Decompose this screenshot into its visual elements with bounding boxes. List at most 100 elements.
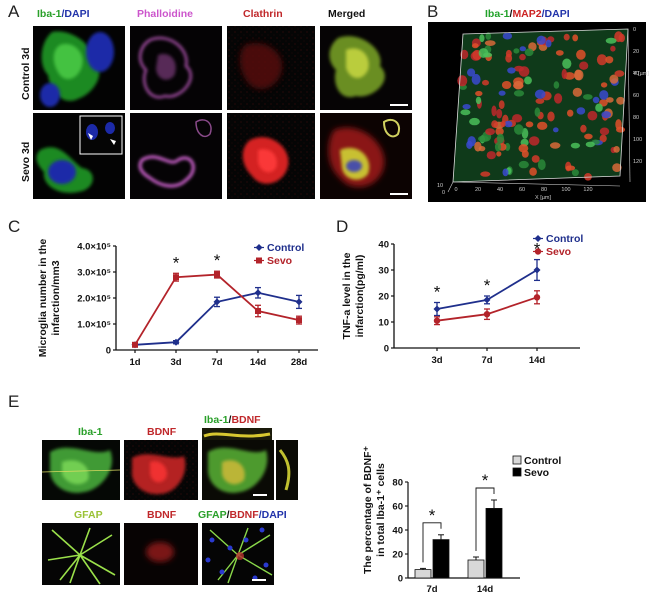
legend-label: Control bbox=[267, 242, 304, 254]
b-x-tick-80: 80 bbox=[541, 187, 547, 193]
b-y-tick-100: 100 bbox=[633, 137, 642, 143]
b-y-tick-0: 0 bbox=[633, 27, 636, 33]
cell-127 bbox=[480, 171, 491, 177]
cell-47 bbox=[475, 90, 483, 97]
e-m2-slash: / bbox=[227, 509, 230, 521]
cell-110 bbox=[469, 117, 480, 126]
b-y-tick-120: 120 bbox=[633, 159, 642, 165]
point-sevo bbox=[483, 311, 491, 318]
cell-139 bbox=[525, 121, 534, 128]
e-m1-iba1: Iba-1 bbox=[204, 414, 229, 426]
series-line-sevo bbox=[134, 273, 300, 346]
cell-81 bbox=[502, 32, 513, 40]
cell-45 bbox=[498, 90, 506, 96]
image-a-control-clathrin bbox=[227, 26, 315, 110]
point-sevo bbox=[433, 317, 441, 324]
cell-140 bbox=[534, 89, 546, 99]
cell-72 bbox=[467, 68, 476, 77]
b-y-tick-60: 60 bbox=[633, 93, 639, 99]
cell-14 bbox=[576, 49, 586, 60]
cell-66 bbox=[471, 73, 481, 85]
image-e-gfap bbox=[42, 523, 120, 585]
x-tick-label: 14d bbox=[250, 357, 267, 368]
cell-142 bbox=[479, 34, 485, 43]
point-control bbox=[254, 289, 262, 297]
cell-85 bbox=[518, 160, 529, 169]
cell-56 bbox=[547, 111, 555, 122]
point-sevo bbox=[214, 271, 220, 278]
header-merged: Merged bbox=[328, 8, 365, 20]
bar-sevo bbox=[485, 507, 503, 579]
cell-111 bbox=[537, 121, 548, 130]
cell-7 bbox=[496, 108, 503, 119]
cell-129 bbox=[605, 56, 614, 64]
point-sevo bbox=[173, 274, 179, 281]
cell-108 bbox=[513, 48, 520, 54]
hdr-dapi: /DAPI bbox=[62, 8, 90, 20]
image-e-iba1 bbox=[41, 440, 121, 500]
cell-74 bbox=[482, 79, 489, 86]
cell-95 bbox=[536, 35, 546, 45]
cell-65 bbox=[535, 98, 545, 104]
row-label-control: Control 3d bbox=[20, 48, 32, 101]
cell-86 bbox=[518, 144, 529, 153]
y-axis-label: infarction(pg/ml) bbox=[354, 255, 366, 338]
cell-82 bbox=[462, 104, 471, 110]
cell-2 bbox=[504, 142, 511, 151]
legend-label: Sevo bbox=[267, 255, 292, 267]
b-title-iba1: Iba-1 bbox=[485, 8, 510, 20]
hdr-iba1: Iba-1 bbox=[37, 8, 62, 20]
cell-120 bbox=[534, 107, 541, 117]
e-label-gfap: GFAP bbox=[74, 509, 103, 521]
cell-79 bbox=[494, 142, 502, 152]
significance-star: * bbox=[214, 251, 221, 270]
b-x-tick-60: 60 bbox=[519, 187, 525, 193]
cell-64 bbox=[553, 127, 559, 133]
panel-d-label: D bbox=[336, 217, 348, 236]
row-label-sevo: Sevo 3d bbox=[20, 142, 32, 182]
y-tick-label: 20 bbox=[378, 292, 389, 303]
cell-71 bbox=[572, 34, 579, 42]
point-sevo bbox=[533, 294, 541, 301]
panel-c: C 0 1.0×10⁵ 2.0×10⁵ 3.0×10⁵ 4.0×10⁵ 1d 3d 7d 14d… bbox=[8, 217, 318, 368]
b-y-axis-label: Y [µm] bbox=[633, 71, 649, 77]
cell-62 bbox=[545, 39, 552, 48]
cell-96 bbox=[609, 74, 619, 84]
cell-89 bbox=[615, 119, 622, 130]
x-tick-label: 3d bbox=[170, 357, 181, 368]
y-tick-label: 80 bbox=[392, 478, 403, 489]
cell-63 bbox=[507, 67, 516, 74]
image-e-bdnf bbox=[124, 440, 198, 500]
image-e-gfap-bdnf-dapi-merged bbox=[202, 523, 274, 585]
y-tick-label: 20 bbox=[392, 550, 403, 561]
cell-52 bbox=[478, 135, 489, 143]
cell-73 bbox=[610, 45, 616, 52]
cell-90 bbox=[496, 133, 505, 144]
y-tick-label: 0 bbox=[384, 344, 389, 355]
b-title-slash: / bbox=[510, 8, 513, 20]
cells-b bbox=[457, 31, 625, 181]
e-m2-gfap: GFAP bbox=[198, 509, 227, 521]
cell-59 bbox=[606, 97, 614, 103]
point-sevo bbox=[296, 317, 302, 324]
significance-star: * bbox=[173, 253, 180, 272]
cell-114 bbox=[514, 124, 524, 135]
cell-54 bbox=[584, 133, 593, 140]
cell-98 bbox=[550, 142, 561, 149]
image-a-sevo-phalloidine bbox=[130, 113, 222, 199]
b-y-ticks: 0 20 40 60 80 100 120 bbox=[633, 27, 642, 165]
legend-label: Control bbox=[546, 233, 583, 245]
cell-26 bbox=[485, 32, 492, 40]
bar-sevo bbox=[432, 539, 450, 579]
e-m2-dapi: /DAPI bbox=[259, 509, 287, 521]
b-z-tick-0: 0 bbox=[442, 190, 445, 196]
cell-148 bbox=[502, 168, 509, 177]
header-iba1-dapi: Iba-1/DAPI bbox=[37, 8, 90, 20]
cell-40 bbox=[491, 105, 497, 117]
cell-31 bbox=[554, 93, 563, 104]
cell-30 bbox=[471, 43, 479, 49]
cell-76 bbox=[599, 127, 610, 136]
panel-e-label: E bbox=[8, 392, 19, 411]
y-tick-label: 1.0×10⁵ bbox=[77, 320, 111, 331]
